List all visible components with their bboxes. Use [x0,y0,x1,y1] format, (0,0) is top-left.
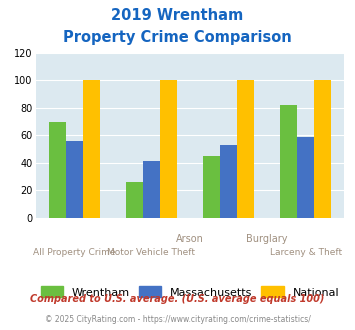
Text: Burglary: Burglary [246,235,288,245]
Text: Compared to U.S. average. (U.S. average equals 100): Compared to U.S. average. (U.S. average … [30,294,325,304]
Bar [66,141,83,218]
Text: Arson: Arson [176,235,204,245]
Text: Property Crime Comparison: Property Crime Comparison [63,30,292,45]
Legend: Wrentham, Massachusetts, National: Wrentham, Massachusetts, National [41,286,339,298]
Bar [314,80,331,218]
Bar [143,161,160,218]
Bar [160,80,177,218]
Text: Motor Vehicle Theft: Motor Vehicle Theft [107,248,195,257]
Bar [237,80,254,218]
Bar [297,137,314,218]
Bar [220,145,237,218]
Text: All Property Crime: All Property Crime [33,248,115,257]
Bar [49,121,66,218]
Bar [126,182,143,218]
Bar [203,156,220,218]
Text: © 2025 CityRating.com - https://www.cityrating.com/crime-statistics/: © 2025 CityRating.com - https://www.city… [45,315,310,324]
Text: 2019 Wrentham: 2019 Wrentham [111,8,244,23]
Bar [280,105,297,218]
Text: Larceny & Theft: Larceny & Theft [270,248,342,257]
Bar [83,80,100,218]
